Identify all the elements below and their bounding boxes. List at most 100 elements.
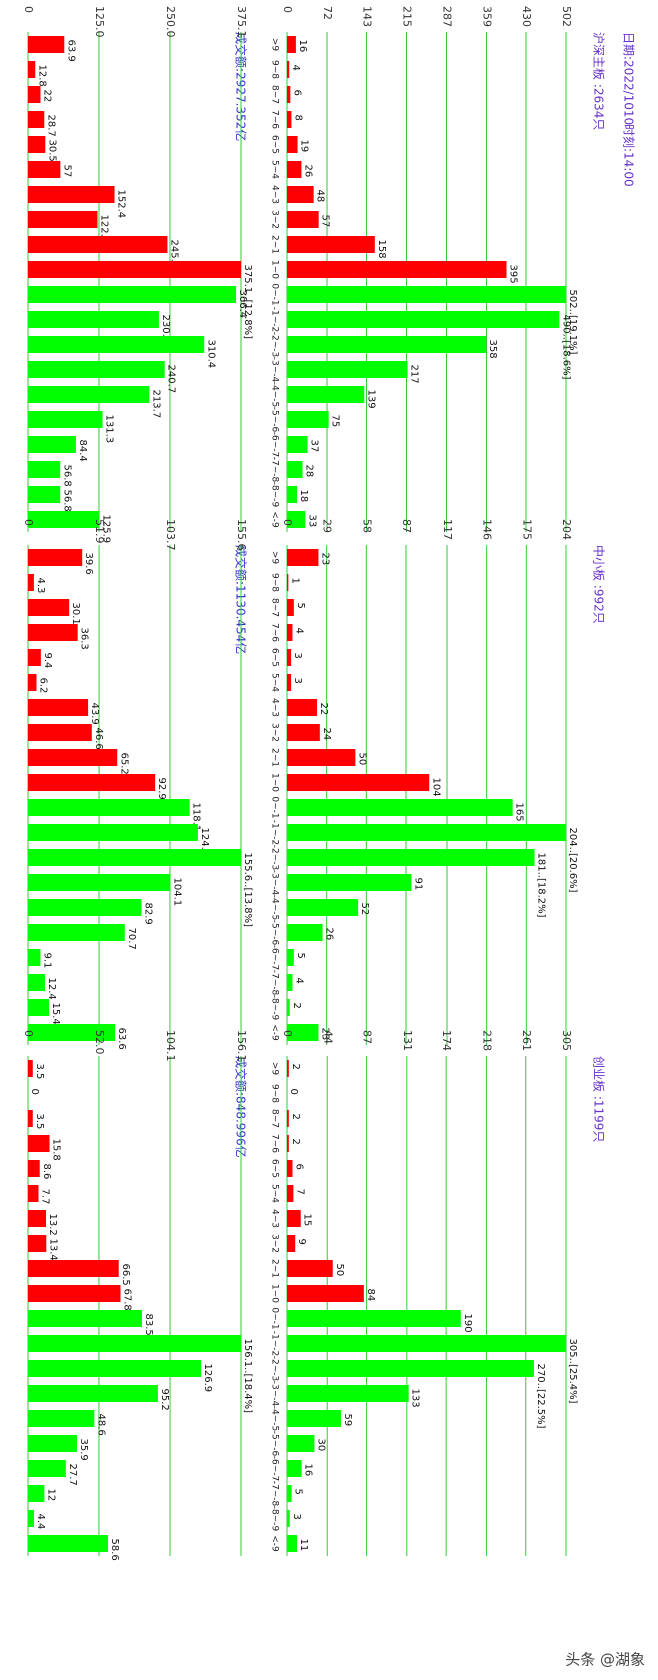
x-tick-label: 7~6 bbox=[270, 1134, 280, 1153]
value-label: 245.6 bbox=[168, 240, 179, 269]
value-label: 43.9 bbox=[89, 703, 100, 725]
value-label: 15.8 bbox=[51, 1139, 62, 1161]
bar bbox=[286, 1060, 289, 1077]
value-label: 6.2 bbox=[37, 678, 48, 694]
value-label: 125.9 bbox=[100, 515, 111, 544]
x-tick-label: 1~0 bbox=[270, 773, 280, 792]
y-tick-label: 287 bbox=[441, 6, 454, 27]
bar bbox=[27, 1235, 47, 1252]
bar bbox=[286, 999, 290, 1016]
bar bbox=[28, 261, 241, 278]
panel-title: 中小板 :992只 bbox=[592, 545, 607, 624]
bar bbox=[28, 949, 41, 966]
x-tick-label: -7~-8 bbox=[270, 970, 280, 996]
bar bbox=[28, 699, 89, 716]
value-label: 28.7 bbox=[45, 115, 56, 137]
x-tick-label: 6~5 bbox=[270, 1159, 280, 1178]
bar bbox=[286, 186, 314, 203]
value-label: 230.6 bbox=[160, 315, 171, 344]
y-tick-label: 0 bbox=[281, 6, 294, 13]
bar bbox=[286, 136, 298, 153]
bar bbox=[287, 774, 430, 791]
x-tick-label: -1~-2 bbox=[270, 307, 280, 333]
value-label: 13.2 bbox=[47, 1214, 58, 1236]
value-label: 67.8 bbox=[122, 1289, 133, 1311]
value-label: 213.7 bbox=[150, 390, 161, 419]
bar bbox=[27, 486, 61, 503]
value-label: 56.8 bbox=[61, 490, 72, 512]
bar bbox=[28, 1485, 45, 1502]
x-tick-label: 5~4 bbox=[270, 1184, 280, 1203]
bar bbox=[287, 436, 308, 453]
value-label: 16 bbox=[303, 1464, 314, 1477]
bar bbox=[28, 1210, 47, 1227]
value-label: 3 bbox=[292, 678, 303, 684]
value-label: 165 bbox=[514, 803, 525, 822]
bar bbox=[286, 549, 319, 566]
bar bbox=[287, 1185, 294, 1202]
bar bbox=[286, 236, 375, 253]
value-label: 83.5 bbox=[143, 1314, 154, 1336]
value-label: 4 bbox=[293, 978, 304, 984]
value-label: 26 bbox=[324, 928, 335, 941]
value-label: 204..[20.6%] bbox=[567, 828, 578, 893]
value-label: 12.8 bbox=[36, 65, 47, 87]
value-label: 7 bbox=[294, 1189, 305, 1195]
bar bbox=[287, 511, 306, 528]
bar bbox=[286, 1135, 289, 1152]
value-label: 9.4 bbox=[42, 653, 53, 669]
x-tick-label: -4~-5 bbox=[270, 895, 280, 921]
bar bbox=[287, 824, 566, 841]
y-tick-label: 44 bbox=[321, 1030, 334, 1044]
y-tick-label: 0 bbox=[22, 1030, 35, 1037]
value-label: 12 bbox=[45, 1489, 56, 1502]
bar bbox=[27, 1385, 158, 1402]
bar bbox=[28, 1285, 121, 1302]
value-label: 23 bbox=[319, 553, 330, 566]
value-label: 0 bbox=[29, 1089, 40, 1095]
bar bbox=[28, 1510, 35, 1527]
bar bbox=[287, 799, 513, 816]
bar bbox=[287, 211, 319, 228]
bar bbox=[27, 186, 115, 203]
y-tick-label: 174 bbox=[440, 1030, 453, 1051]
x-tick-label: 4~3 bbox=[270, 698, 280, 717]
value-label: 2 bbox=[291, 1003, 302, 1009]
y-tick-label: 103.7 bbox=[164, 519, 177, 551]
bar bbox=[28, 749, 118, 766]
value-label: 63.6 bbox=[116, 1028, 127, 1050]
y-tick-label: 261 bbox=[520, 1030, 533, 1051]
bar bbox=[286, 86, 291, 103]
x-tick-label: -5~-6 bbox=[270, 407, 280, 433]
bar bbox=[287, 1335, 566, 1352]
x-tick-label: 0~-1 bbox=[270, 1307, 280, 1329]
value-label: 70.7 bbox=[126, 928, 137, 950]
value-label: 122.4 bbox=[99, 215, 110, 244]
value-label: 50 bbox=[334, 1264, 345, 1277]
bar bbox=[28, 974, 45, 991]
bar bbox=[286, 649, 292, 666]
value-label: 57 bbox=[61, 165, 72, 178]
y-tick-label: 51.9 bbox=[93, 519, 106, 544]
x-tick-label: 1~0 bbox=[270, 1284, 280, 1303]
bar bbox=[286, 624, 293, 641]
value-label: 133 bbox=[410, 1389, 421, 1408]
x-tick-label: 0~-1 bbox=[270, 283, 280, 305]
bar bbox=[287, 486, 298, 503]
bar bbox=[27, 211, 98, 228]
bar bbox=[286, 1260, 333, 1277]
x-tick-label: -8~-9 bbox=[270, 482, 280, 508]
y-tick-label: 52.0 bbox=[93, 1030, 106, 1055]
bar bbox=[287, 386, 365, 403]
value-label: 375.1..[12.8%] bbox=[242, 265, 253, 340]
x-tick-label: -1~-2 bbox=[270, 1331, 280, 1357]
x-tick-label: 6~5 bbox=[270, 648, 280, 667]
bar bbox=[286, 1024, 319, 1041]
bar bbox=[287, 1435, 315, 1452]
y-tick-label: 104.1 bbox=[164, 1030, 177, 1062]
value-label: 22 bbox=[41, 90, 52, 103]
value-label: 358 bbox=[487, 340, 498, 359]
y-tick-label: 375.1 bbox=[235, 6, 248, 38]
x-tick-label: 8~7 bbox=[270, 598, 280, 617]
x-tick-label: -3~-4 bbox=[270, 357, 280, 383]
